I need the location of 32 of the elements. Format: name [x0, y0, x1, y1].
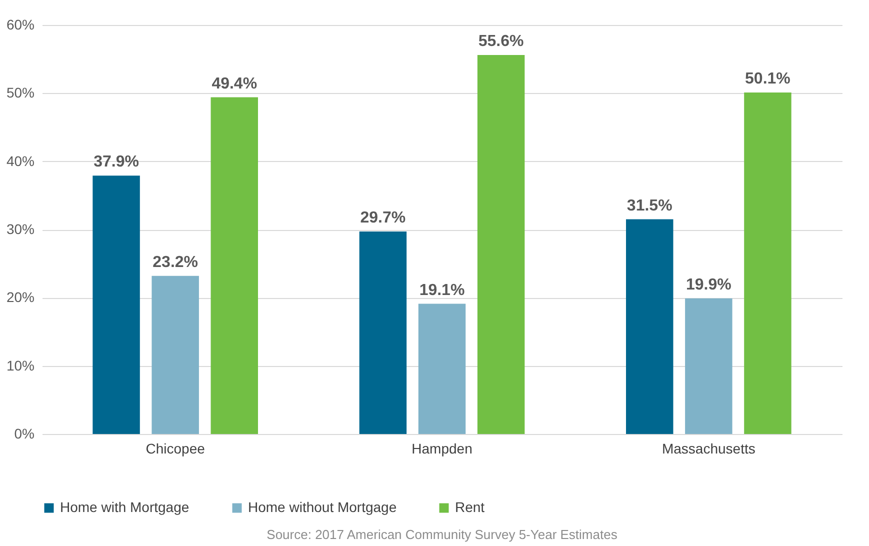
y-tick-label: 20%	[6, 289, 34, 306]
bar	[744, 92, 792, 434]
bar	[152, 276, 199, 434]
y-tick-label: 0%	[14, 426, 34, 442]
y-tick-label: 30%	[6, 221, 34, 237]
data-label: 19.9%	[686, 276, 732, 294]
bar	[626, 219, 674, 434]
data-label: 49.4%	[212, 75, 258, 92]
data-label: 19.1%	[419, 282, 465, 299]
data-label: 50.1%	[745, 70, 790, 88]
data-label: 55.6%	[478, 32, 524, 50]
bar	[685, 298, 732, 434]
legend-label: Home without Mortgage	[248, 499, 397, 515]
bar	[418, 304, 466, 434]
y-tick-label: 40%	[6, 152, 34, 169]
legend-label: Home with Mortgage	[60, 499, 190, 515]
data-label: 31.5%	[626, 197, 672, 214]
data-label: 37.9%	[94, 154, 139, 171]
data-label: 29.7%	[360, 210, 406, 227]
x-tick-label: Chicopee	[146, 440, 206, 456]
bar	[359, 232, 407, 434]
bar	[477, 54, 525, 434]
data-label: 23.2%	[152, 254, 198, 271]
source-note: Source: 2017 American Community Survey 5-Year Estimates	[266, 527, 618, 542]
bar	[210, 97, 258, 434]
x-tick-label: Massachusetts	[662, 440, 756, 456]
y-tick-label: 60%	[6, 16, 34, 32]
y-tick-label: 50%	[6, 84, 34, 101]
legend-label: Rent	[455, 499, 485, 515]
y-tick-label: 10%	[6, 357, 34, 374]
bar	[92, 176, 140, 434]
x-tick-label: Hampden	[412, 440, 472, 456]
